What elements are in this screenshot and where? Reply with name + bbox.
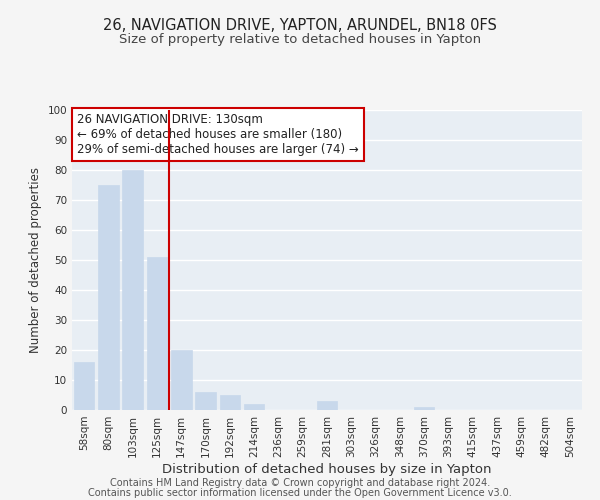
X-axis label: Distribution of detached houses by size in Yapton: Distribution of detached houses by size … [162, 462, 492, 475]
Bar [195, 392, 216, 410]
Bar [414, 407, 434, 410]
Bar [317, 401, 337, 410]
Bar [220, 395, 240, 410]
Bar [122, 170, 143, 410]
Text: 26 NAVIGATION DRIVE: 130sqm
← 69% of detached houses are smaller (180)
29% of se: 26 NAVIGATION DRIVE: 130sqm ← 69% of det… [77, 113, 359, 156]
Text: 26, NAVIGATION DRIVE, YAPTON, ARUNDEL, BN18 0FS: 26, NAVIGATION DRIVE, YAPTON, ARUNDEL, B… [103, 18, 497, 32]
Y-axis label: Number of detached properties: Number of detached properties [29, 167, 42, 353]
Bar [98, 185, 119, 410]
Text: Size of property relative to detached houses in Yapton: Size of property relative to detached ho… [119, 32, 481, 46]
Text: Contains public sector information licensed under the Open Government Licence v3: Contains public sector information licen… [88, 488, 512, 498]
Bar [171, 350, 191, 410]
Bar [146, 257, 167, 410]
Text: Contains HM Land Registry data © Crown copyright and database right 2024.: Contains HM Land Registry data © Crown c… [110, 478, 490, 488]
Bar [244, 404, 265, 410]
Bar [74, 362, 94, 410]
